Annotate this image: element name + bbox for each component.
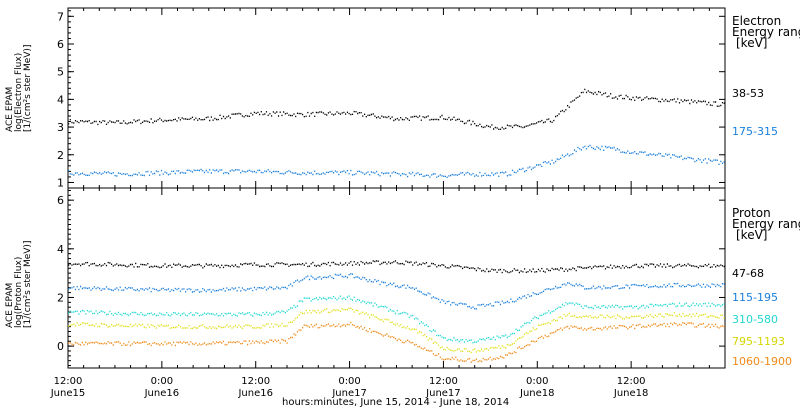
legend-electron-38-53: 38-53: [732, 87, 764, 100]
proton-ytick-label: 2: [57, 291, 64, 304]
x-tick-date: June17: [331, 388, 367, 399]
proton-ytick-label: 4: [57, 243, 64, 256]
electron-ytick-label: 7: [57, 10, 64, 23]
electron-ylabel-line-3: [1/(cm²s ster MeV)]: [23, 44, 33, 132]
proton-legend-line-2: Energy range: [732, 217, 800, 231]
x-tick-time: 12:00: [54, 376, 83, 387]
electron-ytick-label: 1: [57, 176, 64, 189]
x-axis-title: hours:minutes, June 15, 2014 - June 18, …: [282, 397, 510, 408]
electron-ytick-label: 6: [57, 38, 64, 51]
x-tick-date: June15: [50, 388, 86, 399]
x-tick-date: June18: [519, 388, 555, 399]
electron-legend-line-2: Energy range: [732, 25, 800, 39]
legend-proton-1060-1900: 1060-1900: [732, 355, 792, 368]
proton-series-47-68: [68, 260, 725, 274]
x-tick-time: 12:00: [429, 376, 458, 387]
proton-ylabel: ACE EPAM log(Proton Flux) [1/(cm²s ster …: [5, 240, 33, 328]
proton-series-1060-1900: [68, 321, 725, 363]
legend-electron-175-315: 175-315: [732, 125, 778, 138]
electron-legend-line-1: Electron: [732, 14, 782, 28]
proton-legend-line-3: [keV]: [736, 228, 768, 242]
legend-proton-310-580: 310-580: [732, 313, 778, 326]
proton-legend-title: Proton Energy range [keV]: [732, 206, 800, 242]
proton-ytick-label: 0: [57, 340, 64, 353]
electron-ytick-label: 5: [57, 66, 64, 79]
electron-series-175-315: [68, 144, 725, 178]
x-tick-time: 0:00: [151, 376, 173, 387]
x-tick-time: 0:00: [338, 376, 360, 387]
proton-series-115-195: [68, 273, 725, 310]
x-tick-date: June16: [237, 388, 273, 399]
electron-series-38-53: [68, 88, 725, 130]
x-tick-date: June18: [613, 388, 649, 399]
x-tick-time: 12:00: [241, 376, 270, 387]
electron-legend-title: Electron Energy range [keV]: [732, 14, 800, 50]
proton-series-795-1193: [68, 307, 725, 354]
proton-frame: [67, 187, 726, 369]
electron-ytick-label: 2: [57, 149, 64, 162]
proton-series-310-580: [68, 295, 725, 344]
electron-frame: [67, 7, 726, 189]
electron-ytick-label: 3: [57, 121, 64, 134]
proton-legend-line-1: Proton: [732, 206, 771, 220]
electron-ylabel: ACE EPAM log(Electron Flux) [1/(cm²s ste…: [5, 44, 33, 132]
x-tick-time: 0:00: [526, 376, 548, 387]
x-tick-date: June17: [425, 388, 461, 399]
legend-proton-795-1193: 795-1193: [732, 335, 785, 348]
proton-ytick-label: 6: [57, 194, 64, 207]
proton-ylabel-line-3: [1/(cm²s ster MeV)]: [23, 240, 33, 328]
electron-ytick-label: 4: [57, 93, 64, 106]
electron-legend-line-3: [keV]: [736, 36, 768, 50]
x-tick-time: 12:00: [617, 376, 646, 387]
x-tick-date: June16: [144, 388, 180, 399]
legend-proton-115-195: 115-195: [732, 291, 778, 304]
legend-proton-47-68: 47-68: [732, 267, 764, 280]
